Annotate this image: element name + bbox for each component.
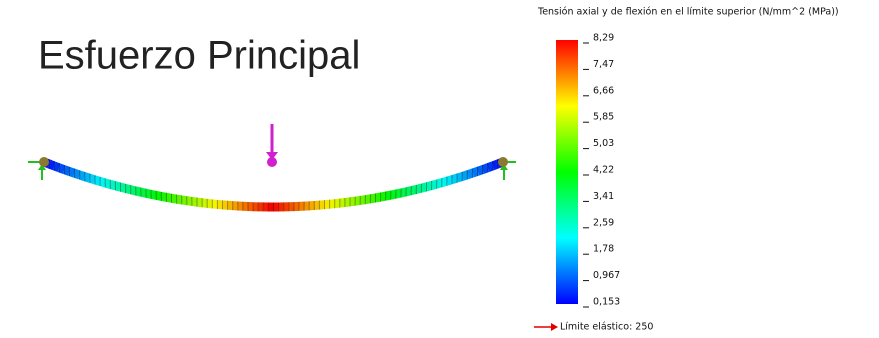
slide-title: Esfuerzo Principal [38, 34, 360, 78]
legend-tick-label: 7,47 [593, 59, 614, 70]
beam-element [126, 188, 131, 189]
beam-element [161, 196, 166, 197]
beam-element [452, 178, 457, 180]
beam-element [462, 175, 467, 177]
beam-element [80, 175, 85, 177]
beam-element [54, 166, 59, 168]
beam-element [136, 191, 141, 192]
beam-element [335, 203, 340, 204]
legend-tick-label: 2,59 [593, 217, 614, 228]
beam-element [416, 188, 421, 189]
legend-tick-label: 3,41 [593, 191, 614, 202]
beam-element [75, 173, 80, 175]
slide: Esfuerzo Principal Tensión axial y de fl… [0, 0, 879, 338]
beam-element [386, 195, 391, 196]
beam-element [151, 194, 156, 195]
beam-element [59, 168, 64, 170]
beam-element [172, 198, 177, 199]
beam-element [345, 202, 350, 203]
beam-element [197, 202, 202, 203]
beam-element [141, 192, 146, 193]
support-right [498, 157, 516, 180]
legend-tick-label: 1,78 [593, 244, 614, 255]
beam-element [131, 190, 136, 191]
beam-element [488, 166, 493, 168]
beam-element [70, 172, 75, 174]
beam-element [483, 168, 488, 170]
beam-element [146, 193, 151, 194]
beam-element [90, 178, 95, 180]
beam-element [156, 195, 161, 196]
beam-element [355, 200, 360, 201]
beam-element [493, 164, 498, 166]
beam-element [406, 191, 411, 192]
beam-element [95, 180, 100, 182]
yield-arrow-head [551, 323, 558, 331]
beam-element [85, 177, 90, 179]
legend-tick-label: 0,153 [593, 297, 620, 308]
beam-element [442, 181, 447, 182]
beam-element [467, 173, 472, 175]
legend-tick-label: 8,29 [593, 33, 614, 44]
beam-element [100, 181, 105, 182]
beam-element [49, 164, 54, 166]
beam-element [457, 176, 462, 178]
beam-element [478, 170, 483, 172]
beam-element [105, 183, 110, 184]
beam-element [330, 204, 335, 205]
load-point [267, 157, 277, 167]
beam-element [432, 184, 437, 185]
beam-element [370, 198, 375, 199]
beam-element [110, 184, 115, 185]
beam-element [202, 203, 207, 204]
beam-element [182, 200, 187, 201]
beam-element [401, 192, 406, 193]
beam-element [166, 197, 171, 198]
beam-element [115, 186, 120, 187]
beam-element [177, 199, 182, 200]
beam-element [365, 199, 370, 200]
beam-element [187, 201, 192, 202]
canvas: Esfuerzo Principal Tensión axial y de fl… [0, 0, 879, 338]
legend-tick-label: 5,85 [593, 112, 614, 123]
beam-element [64, 170, 69, 172]
beam-element [340, 203, 345, 204]
beam-element [212, 204, 217, 205]
support-left [28, 157, 49, 180]
beam-element [207, 203, 212, 204]
beam-element [396, 193, 401, 194]
legend-tick-label: 0,967 [593, 270, 620, 281]
color-bar [556, 40, 578, 304]
beam-element [376, 197, 381, 198]
legend-tick-label: 4,22 [593, 165, 614, 176]
beam-element [192, 201, 197, 202]
beam-element [121, 187, 126, 188]
legend-title: Tensión axial y de flexión en el límite … [537, 7, 839, 18]
yield-label: Límite elástico: 250 [560, 322, 653, 333]
legend-tick-label: 6,66 [593, 85, 614, 96]
beam-element [381, 196, 386, 197]
legend-ticks: 8,29 7,47 6,66 5,85 5,03 4,22 3,41 2,59 1,78 0,96… [583, 33, 620, 308]
beam-element [421, 187, 426, 188]
beam-element [447, 180, 452, 182]
beam-element [411, 189, 416, 190]
legend-tick-label: 5,03 [593, 138, 614, 149]
beam-element [427, 186, 432, 187]
beam-element [350, 201, 355, 202]
beam-element [360, 200, 365, 201]
beam-element [437, 183, 442, 184]
beam-element [472, 171, 477, 173]
beam-element [391, 194, 396, 195]
